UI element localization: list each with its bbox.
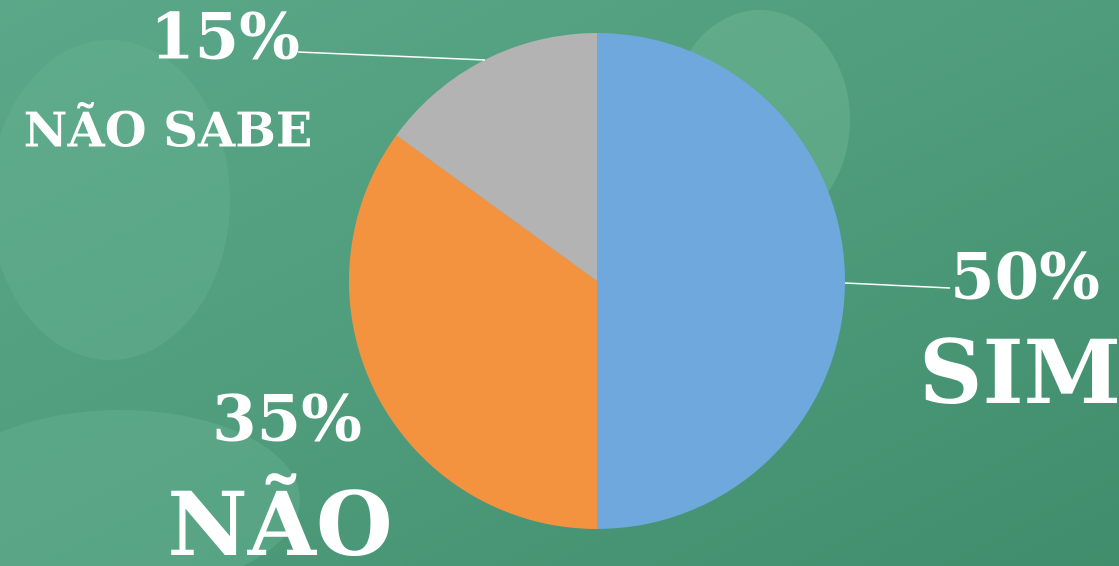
value-label: 50%: [950, 240, 1100, 315]
leader-line: [297, 51, 486, 61]
value-label: 15%: [150, 0, 300, 75]
background-shape: [0, 410, 300, 566]
pie-slice: [396, 33, 597, 281]
category-label: NÃO SABE: [24, 101, 313, 159]
value-label: 35%: [212, 382, 362, 457]
pie-slice: [597, 33, 845, 529]
category-label: NÃO: [167, 472, 392, 566]
background-shape: [0, 40, 230, 360]
pie-slice: [349, 135, 597, 530]
leader-line: [844, 282, 951, 289]
category-label: SIM: [919, 320, 1119, 424]
